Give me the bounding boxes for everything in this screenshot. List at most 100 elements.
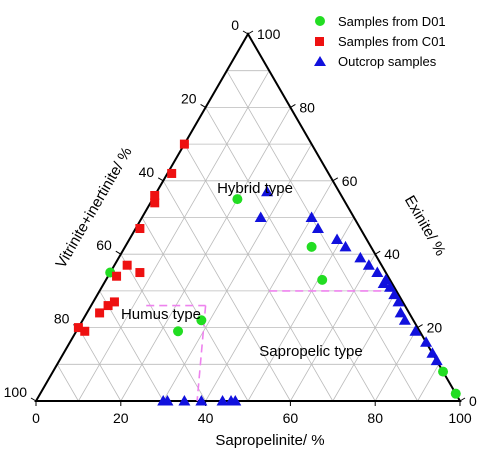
triangle-point [384, 281, 397, 292]
tick-mark-right [374, 250, 381, 255]
grid-line [226, 70, 418, 402]
axis-title-left: Vitrinite+inertinite/ % [53, 144, 136, 271]
tick-label-right: 0 [469, 393, 477, 409]
square-point [150, 190, 160, 200]
grid-line [120, 253, 206, 402]
circle-point [173, 326, 184, 337]
square-point [135, 224, 145, 234]
triangle-point [430, 354, 443, 366]
tick-mark-left [242, 30, 249, 35]
tick-label-right: 40 [384, 246, 400, 262]
axis-title-bottom: Sapropelinite/ % [215, 432, 324, 449]
tick-mark-right [417, 324, 423, 329]
square-point [135, 268, 145, 278]
triangle-point [398, 314, 411, 325]
tick-label-left: 60 [96, 237, 112, 253]
triangle-point [409, 325, 422, 336]
grid-line [56, 364, 79, 402]
legend-marker-outcrop [314, 56, 326, 66]
grid-line [417, 364, 440, 402]
tick-label-right: 100 [257, 26, 281, 42]
triangle-point [261, 185, 274, 197]
circle-point [196, 315, 207, 326]
circle-point [306, 241, 317, 252]
tick-label-bottom: 100 [448, 410, 472, 426]
triangle-point [394, 306, 407, 318]
square-point [109, 297, 119, 307]
tick-mark-left [30, 397, 37, 402]
triangle-point [178, 395, 191, 406]
legend-marker-c01 [315, 37, 324, 46]
tick-label-left: 20 [181, 90, 197, 106]
triangle-point [161, 395, 174, 406]
tick-label-bottom: 40 [198, 410, 214, 426]
square-point [150, 198, 160, 208]
legend-marker-d01 [315, 16, 325, 26]
triangle-point [379, 273, 392, 285]
legend-label-d01: Samples from D01 [338, 14, 446, 29]
tick-label-bottom: 80 [367, 410, 383, 426]
tick-label-bottom: 0 [32, 410, 40, 426]
legend-label-c01: Samples from C01 [338, 34, 446, 49]
square-point [80, 326, 90, 336]
square-point [112, 271, 122, 281]
grid-line [162, 143, 312, 402]
region-label-humus: Humus type [121, 306, 201, 323]
square-point [103, 301, 113, 311]
tick-label-left: 100 [4, 384, 28, 400]
triangle-point [331, 233, 344, 245]
tick-label-left: 40 [139, 164, 155, 180]
triangle-point [254, 211, 267, 222]
tick-label-right: 60 [342, 173, 358, 189]
axis-title-right: Exinite/ % [401, 193, 449, 259]
triangle-point [195, 395, 208, 406]
tick-mark-left [200, 103, 206, 108]
tick-mark-right [332, 177, 339, 182]
data-points [73, 139, 461, 406]
circle-point [317, 274, 328, 285]
tick-mark-left [157, 177, 164, 182]
grid-line [78, 70, 270, 402]
triangle-point [339, 240, 352, 252]
square-point [179, 139, 189, 149]
tick-label-left: 0 [231, 17, 239, 33]
legend: Samples from D01 Samples from C01 Outcro… [314, 14, 446, 69]
tick-label-right: 20 [427, 320, 443, 336]
tick-mark-left [115, 250, 122, 255]
square-point [73, 323, 83, 333]
triangle-point [229, 395, 242, 406]
region-label-hybrid: Hybrid type [217, 180, 293, 197]
triangle-point [216, 395, 229, 406]
grid-line [141, 217, 249, 402]
square-point [122, 260, 132, 270]
tick-label-bottom: 60 [283, 410, 299, 426]
tick-mark-right [247, 30, 254, 35]
tick-mark-right [290, 103, 296, 108]
triangle-point [426, 347, 439, 358]
tick-label-right: 80 [299, 99, 315, 115]
grid-line [78, 327, 122, 402]
tick-label-left: 80 [54, 311, 70, 327]
region-label-sapropelic: Sapropelic type [259, 343, 362, 360]
triangle-point [311, 222, 324, 234]
circle-point [450, 388, 461, 399]
grid-line [247, 217, 355, 402]
tick-label-bottom: 20 [113, 410, 129, 426]
triangle-point [392, 295, 405, 307]
legend-label-outcrop: Outcrop samples [338, 54, 437, 69]
grid-line [374, 327, 418, 402]
triangle-point [305, 211, 318, 222]
triangle-frame [34, 32, 462, 402]
square-point [167, 168, 177, 178]
triangle-point [354, 251, 367, 263]
triangle-point [420, 336, 433, 347]
triangle-point [388, 288, 401, 300]
tick-mark-right [459, 397, 466, 402]
grid-line [290, 253, 376, 402]
grid-layer [56, 70, 440, 402]
grid-line [184, 143, 334, 402]
grid-line [332, 290, 397, 402]
square-point [95, 308, 105, 318]
